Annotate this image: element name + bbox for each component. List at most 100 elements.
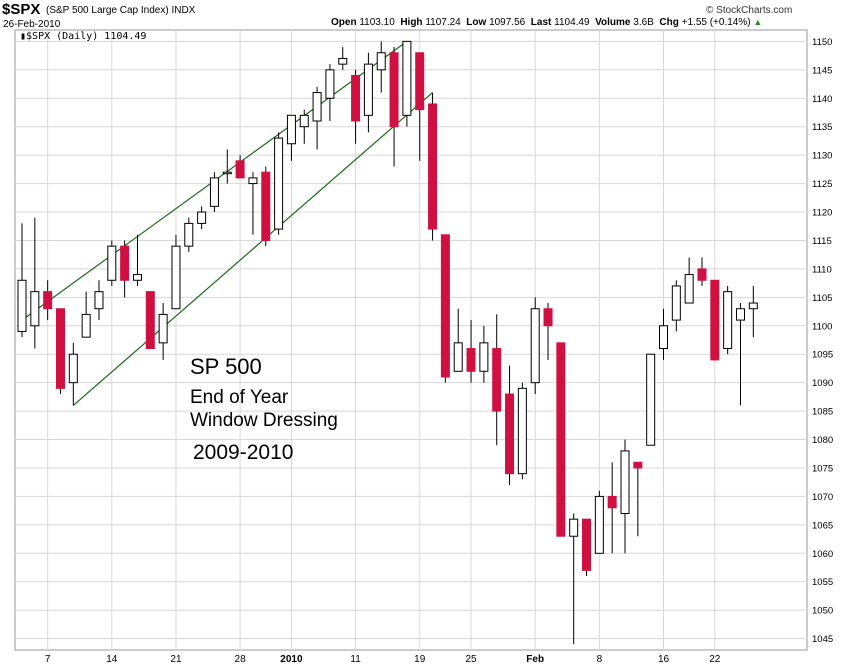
annotation-line-3: Window Dressing (190, 410, 338, 431)
candle-body-up (274, 137, 284, 230)
candle-body-down (389, 52, 399, 128)
up-arrow-icon: ▲ (753, 17, 763, 27)
candle-body-down (351, 75, 361, 122)
candle-body-up (594, 495, 604, 554)
x-tick-label: Feb (526, 654, 544, 665)
y-tick-label: 1065 (812, 520, 833, 531)
candle-body-up (325, 69, 335, 99)
index-name: (S&P 500 Large Cap Index) (46, 5, 169, 16)
candle-body-down (607, 495, 617, 509)
last-value: 1104.49 (554, 17, 590, 28)
candle-body-up (646, 353, 656, 446)
y-tick-label: 1145 (812, 65, 832, 76)
candle-body-down (43, 291, 53, 310)
candle-body-down (556, 342, 566, 537)
x-tick-label: 16 (658, 654, 670, 665)
candle-body-up (171, 245, 181, 310)
y-tick-label: 1050 (812, 606, 833, 617)
y-tick-label: 1095 (812, 350, 833, 361)
trend-channel-line (72, 92, 433, 406)
candlestick-icon: ▮ (20, 31, 27, 42)
y-tick-label: 1130 (812, 151, 832, 162)
candle-body-up (286, 114, 296, 145)
low-label: Low (466, 17, 487, 28)
legend-label: $SPX (Daily) 1104.49 (26, 31, 147, 42)
candle-body-down (120, 245, 130, 281)
candle-body-up (402, 40, 412, 116)
y-tick-label: 1070 (812, 492, 833, 503)
x-tick-label: 28 (235, 654, 247, 665)
candle-body-up (723, 291, 733, 350)
candle-body-down (492, 348, 502, 412)
annotation-years: 2009-2010 (193, 441, 294, 464)
candle-body-down (505, 393, 515, 475)
candle-body-down (697, 268, 707, 281)
y-tick-label: 1140 (812, 94, 832, 105)
volume-label: Volume (595, 17, 631, 28)
candle-body-up (107, 245, 117, 281)
y-tick-label: 1110 (812, 264, 832, 275)
x-tick-label: 11 (350, 654, 361, 665)
y-tick-label: 1135 (812, 122, 832, 133)
stockcharts-credit: © StockCharts.com (706, 5, 793, 16)
ohlc-summary: Open 1103.10 High 1107.24 Low 1097.56 La… (331, 17, 762, 28)
candle-body-up (222, 171, 232, 175)
low-value: 1097.56 (489, 17, 526, 28)
candle-body-down (440, 234, 450, 378)
candle-body-up (299, 114, 309, 128)
y-tick-label: 1090 (812, 378, 833, 389)
x-tick-label: 25 (465, 654, 477, 665)
candle-body-up (620, 450, 630, 514)
candle-body-up (530, 308, 540, 384)
candle-body-up (158, 313, 168, 344)
candle-body-up (376, 52, 386, 71)
candle-body-down (710, 279, 720, 361)
candle-body-up (209, 177, 219, 207)
y-tick-label: 1120 (812, 208, 832, 219)
plot-area (14, 29, 808, 651)
exchange-label: INDX (171, 5, 196, 16)
candle-body-up (248, 177, 258, 185)
candle-body-up (569, 518, 579, 537)
candle-body-down (466, 348, 476, 372)
candle-body-down (428, 103, 438, 230)
symbol-description: (S&P 500 Large Cap Index) INDX (46, 5, 195, 16)
candle-body-down (55, 308, 65, 389)
chg-value: +1.55 (+0.14%) (681, 17, 751, 28)
x-tick-label: 7 (45, 654, 51, 665)
candle-body-up (363, 63, 373, 116)
candle-body-up (197, 211, 207, 224)
y-tick-label: 1115 (812, 236, 832, 247)
high-value: 1107.24 (425, 17, 461, 28)
series-legend: ▮$SPX (Daily) 1104.49 (20, 31, 146, 42)
x-tick-label: 22 (709, 654, 721, 665)
candle-body-up (312, 92, 322, 122)
y-tick-label: 1045 (812, 634, 833, 645)
last-label: Last (530, 17, 552, 28)
y-tick-label: 1125 (812, 179, 832, 190)
candle-body-up (17, 279, 27, 332)
y-tick-label: 1080 (812, 435, 833, 446)
candle-body-up (338, 57, 348, 65)
candle-body-up (30, 291, 40, 327)
symbol-label: $SPX (2, 1, 41, 18)
y-tick-label: 1075 (812, 463, 833, 474)
candle-body-down (415, 52, 425, 111)
candle-body-down (261, 171, 271, 241)
y-tick-label: 1085 (812, 407, 833, 418)
chart-date: 26-Feb-2010 (3, 19, 61, 30)
y-tick-label: 1100 (812, 321, 832, 332)
candle-body-up (517, 387, 527, 475)
candle-body-up (81, 313, 91, 338)
x-tick-label: 19 (414, 654, 426, 665)
x-tick-label: 2010 (280, 654, 303, 665)
candle-body-up (453, 342, 463, 372)
volume-value: 3.6B (633, 17, 654, 28)
candle-body-up (684, 274, 694, 304)
x-tick-label: 21 (170, 654, 182, 665)
y-tick-label: 1055 (812, 577, 833, 588)
candle-body-up (748, 302, 758, 310)
candle-body-down (633, 461, 643, 469)
candle-body-up (671, 285, 681, 321)
